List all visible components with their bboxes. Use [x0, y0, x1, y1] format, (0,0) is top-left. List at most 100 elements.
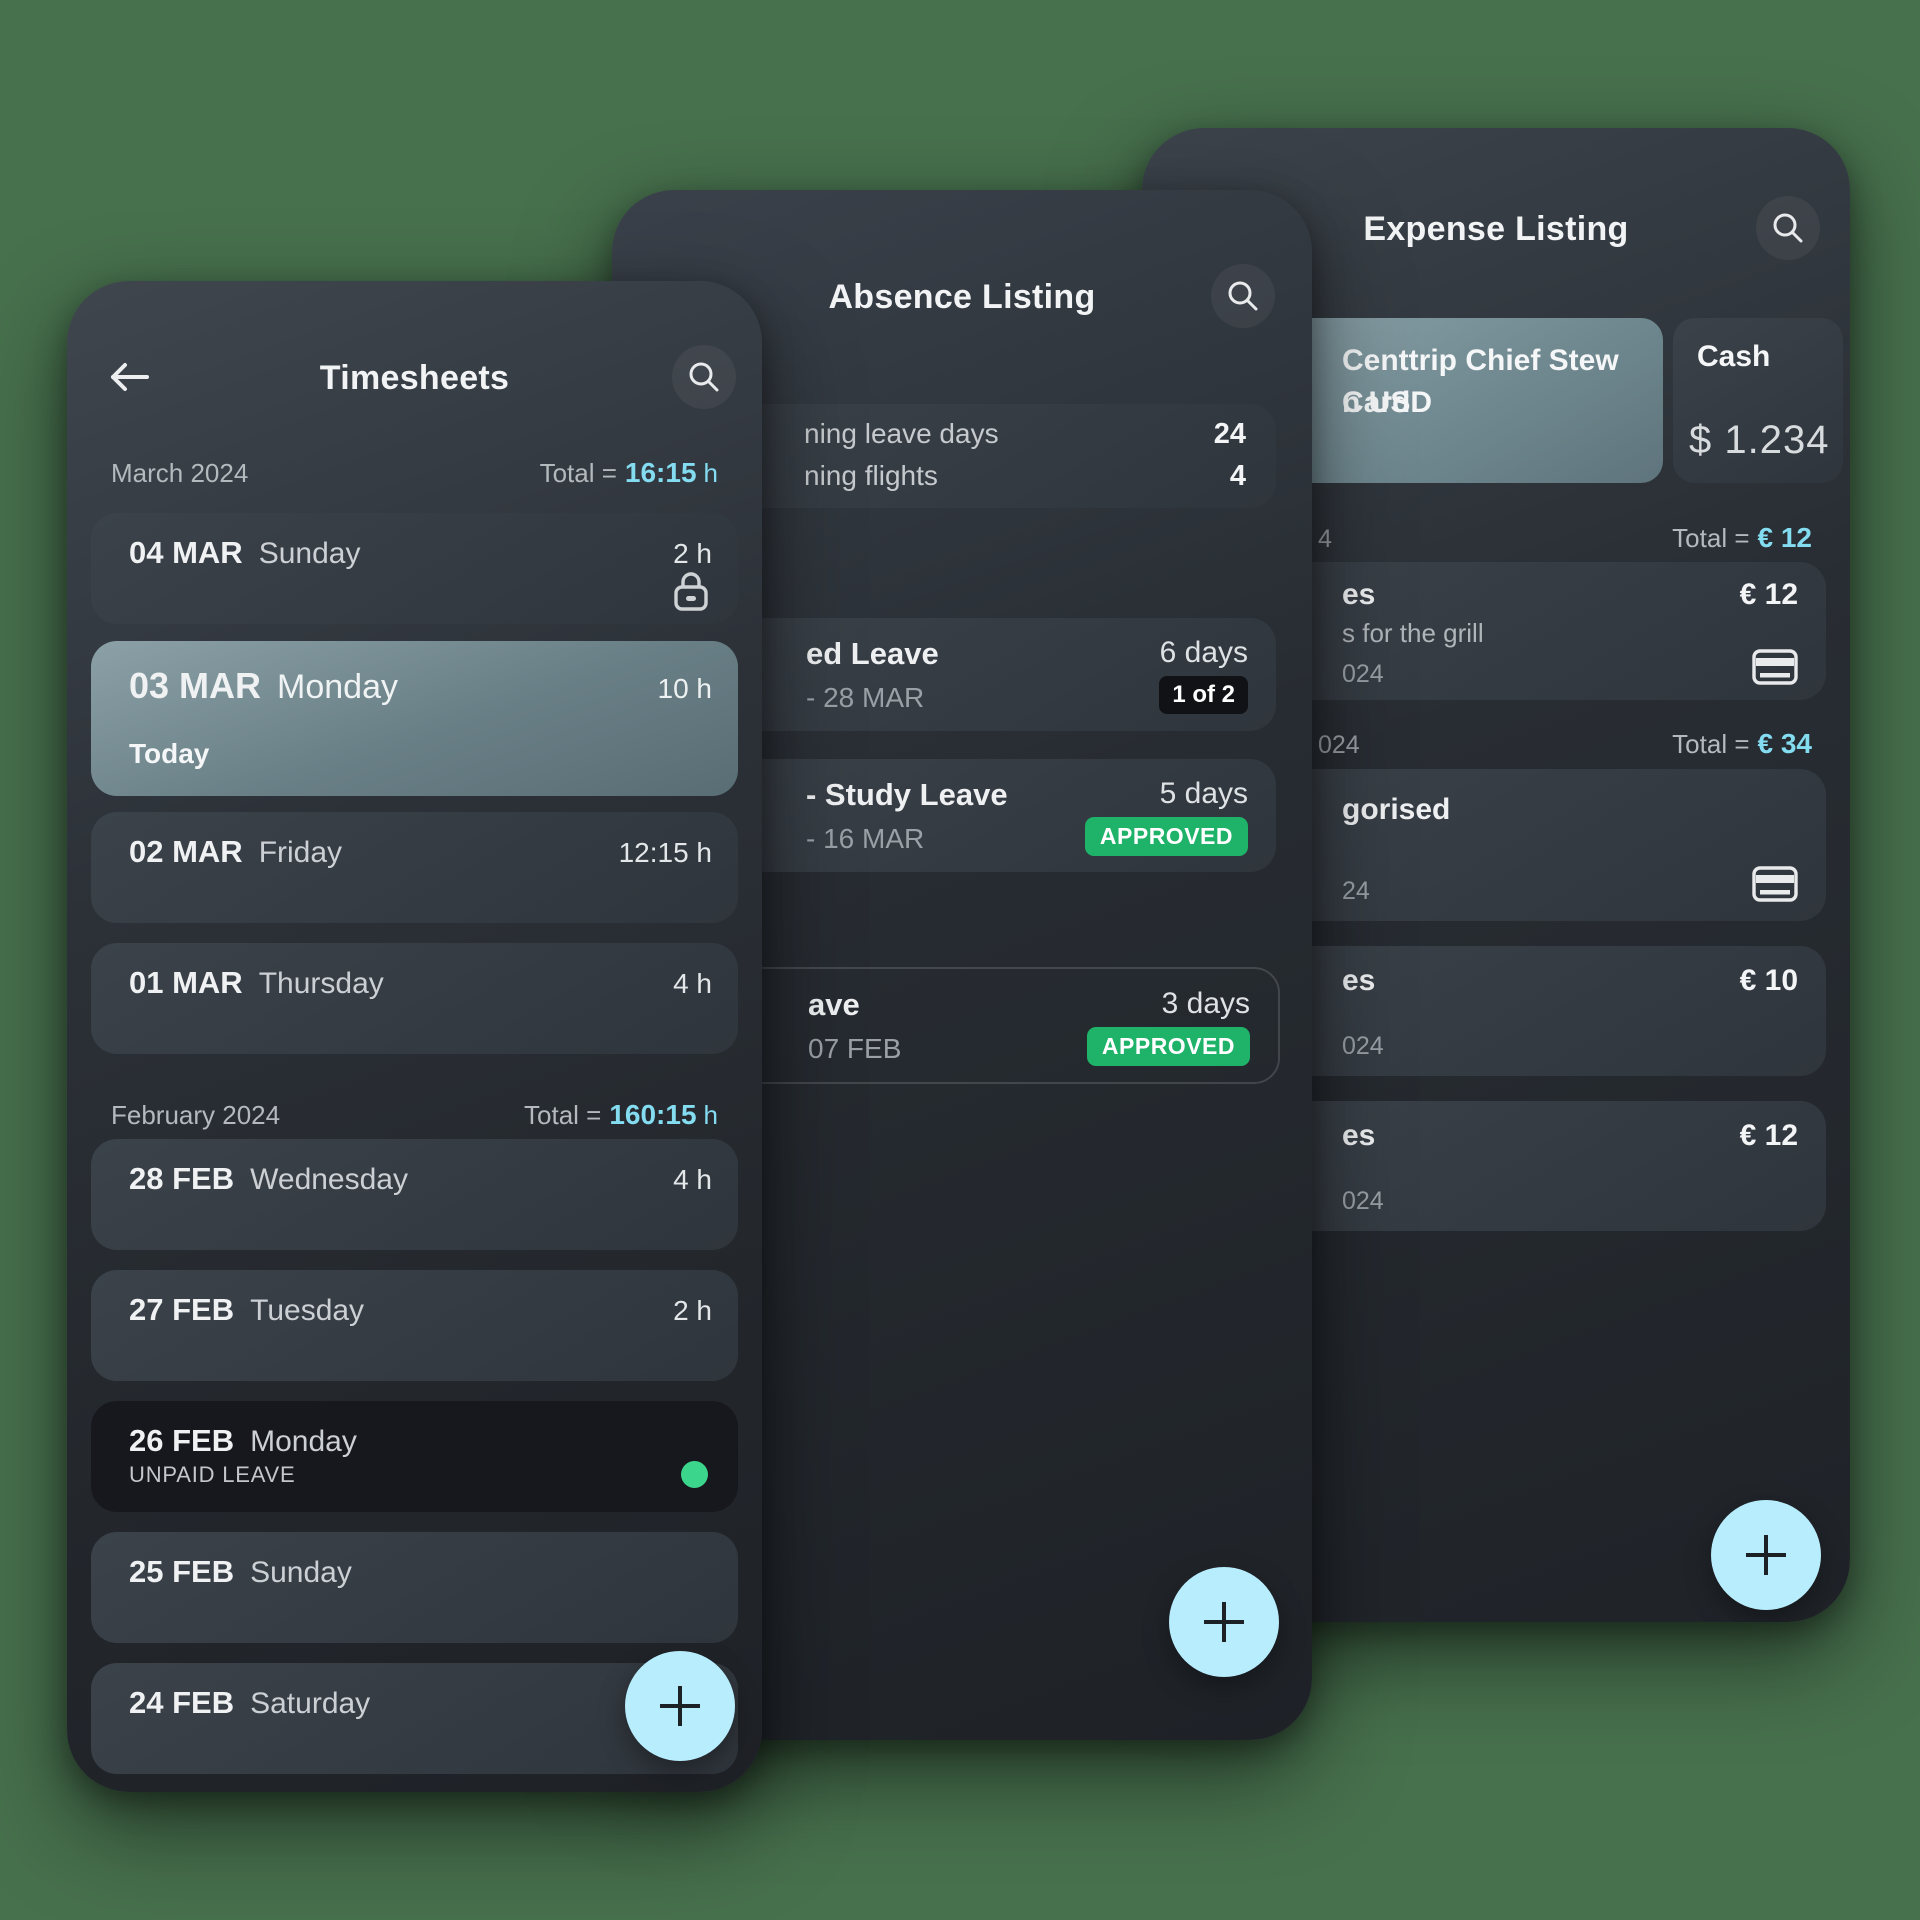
expense-date: 024 [1342, 1187, 1384, 1215]
row-day: Sunday [258, 537, 361, 570]
row-hours: 4 h [673, 968, 712, 999]
page-title: Timesheets [319, 359, 510, 397]
absence-dates: - 16 MAR [806, 823, 925, 854]
expense-amount: € 10 [1739, 964, 1798, 997]
timesheet-row[interactable]: 02 MAR Friday 12:15 h [91, 812, 738, 923]
expense-group-header: 4 Total = € 12 [1166, 522, 1812, 554]
expense-group-header: 024 Total = € 34 [1166, 728, 1812, 760]
row-hours: 12:15 h [618, 837, 712, 868]
row-date: 04 MAR [129, 535, 243, 570]
row-date: 25 FEB [129, 1554, 235, 1589]
month-total: Total = 16:15 h [539, 457, 718, 488]
plus-icon [1204, 1602, 1244, 1642]
add-absence-button[interactable] [1169, 1567, 1279, 1677]
padlock-icon [674, 572, 708, 611]
payment-card-name: Centtrip Chief Stew Card [1342, 344, 1619, 419]
summary-value: 24 [1213, 418, 1246, 450]
cash-amount: $ 1.234 [1689, 418, 1830, 462]
absence-item[interactable]: ave 07 FEB 3 days APPROVED [648, 967, 1280, 1084]
add-expense-button[interactable] [1711, 1500, 1821, 1610]
month-label: February 2024 [111, 1100, 281, 1130]
row-hours: 2 h [673, 1295, 712, 1326]
magnifier-icon [1228, 281, 1258, 311]
row-hours: 2 h [673, 538, 712, 569]
back-button[interactable] [107, 355, 151, 404]
timesheet-row[interactable]: 25 FEB Sunday [91, 1532, 738, 1643]
magnifier-icon [689, 362, 719, 392]
expense-date: 024 [1342, 660, 1384, 688]
search-button[interactable] [1211, 264, 1275, 328]
today-label: Today [129, 738, 210, 769]
month-label: March 2024 [111, 458, 249, 488]
row-date: 28 FEB [129, 1161, 235, 1196]
expense-title: es [1342, 1119, 1376, 1152]
expense-date: 24 [1342, 877, 1370, 905]
row-date: 27 FEB [129, 1292, 235, 1327]
row-day: Monday [277, 668, 398, 706]
group-total: Total = € 34 [1672, 728, 1812, 759]
expense-amount: € 12 [1739, 1119, 1798, 1152]
page-title: Absence Listing [828, 278, 1096, 316]
timesheet-row[interactable]: 27 FEB Tuesday 2 h [91, 1270, 738, 1381]
absence-duration: 5 days [1159, 777, 1248, 810]
left-arrow-icon [111, 363, 149, 391]
row-hours: 10 h [657, 673, 713, 704]
plus-icon [660, 1686, 700, 1726]
group-date: 4 [1318, 525, 1332, 553]
green-status-dot [681, 1461, 708, 1488]
absence-dates: 07 FEB [808, 1033, 902, 1064]
expense-date: 024 [1342, 1032, 1384, 1060]
timesheet-row[interactable]: 01 MAR Thursday 4 h [91, 943, 738, 1054]
add-timesheet-button[interactable] [625, 1651, 735, 1761]
credit-card-icon [1752, 866, 1798, 902]
summary-label: ning leave days [804, 418, 999, 449]
timesheet-row-unpaid-leave[interactable]: 26 FEB Monday UNPAID LEAVE [91, 1401, 738, 1512]
plus-icon [1746, 1535, 1786, 1575]
payment-card-cash[interactable]: Cash $ 1.234 [1673, 318, 1843, 483]
row-date: 24 FEB [129, 1685, 235, 1720]
magnifier-icon [1773, 213, 1803, 243]
phone-timesheets: Timesheets March 2024 Total = 16:15 h 04 M… [67, 281, 762, 1792]
row-date: 26 FEB [129, 1423, 235, 1458]
timesheet-row[interactable]: 28 FEB Wednesday 4 h [91, 1139, 738, 1250]
row-day: Monday [250, 1425, 357, 1458]
timesheet-row[interactable]: 04 MAR Sunday 2 h [91, 513, 738, 624]
group-total: Total = € 12 [1672, 522, 1812, 553]
expense-amount: € 12 [1739, 578, 1798, 611]
count-badge: 1 of 2 [1159, 676, 1248, 714]
month-section-header: March 2024 Total = 16:15 h [111, 457, 718, 489]
month-section-header: February 2024 Total = 160:15 h [111, 1099, 718, 1131]
row-date: 01 MAR [129, 965, 243, 1000]
payment-card-currency: n USD [1342, 386, 1432, 419]
month-total: Total = 160:15 h [524, 1099, 718, 1130]
expense-title: es [1342, 964, 1376, 997]
row-day: Friday [258, 836, 343, 869]
group-date: 024 [1318, 731, 1360, 759]
cash-label: Cash [1697, 340, 1771, 373]
absence-title: ave [808, 987, 860, 1022]
absence-title: - Study Leave [806, 777, 1008, 812]
row-day: Saturday [250, 1687, 371, 1720]
absence-dates: - 28 MAR [806, 682, 925, 713]
credit-card-icon [1752, 649, 1798, 685]
approved-badge: APPROVED [1086, 1027, 1250, 1066]
row-hours: 4 h [673, 1164, 712, 1195]
absence-duration: 6 days [1159, 636, 1248, 669]
absence-duration: 3 days [1161, 987, 1250, 1020]
expense-subtitle: s for the grill [1342, 618, 1484, 648]
absence-title: ed Leave [806, 636, 939, 671]
expense-title: gorised [1342, 793, 1451, 826]
row-date: 02 MAR [129, 834, 243, 869]
timesheet-row-today[interactable]: 03 MAR Monday 10 h Today [91, 641, 738, 796]
expense-title: es [1342, 578, 1376, 611]
row-day: Thursday [258, 967, 384, 1000]
page-title: Expense Listing [1363, 210, 1629, 248]
row-day: Sunday [250, 1556, 352, 1589]
search-button[interactable] [672, 345, 736, 409]
approved-badge: APPROVED [1084, 817, 1248, 856]
summary-label: ning flights [804, 460, 938, 491]
search-button[interactable] [1756, 196, 1820, 260]
row-day: Tuesday [250, 1294, 365, 1327]
summary-value: 4 [1229, 460, 1246, 492]
